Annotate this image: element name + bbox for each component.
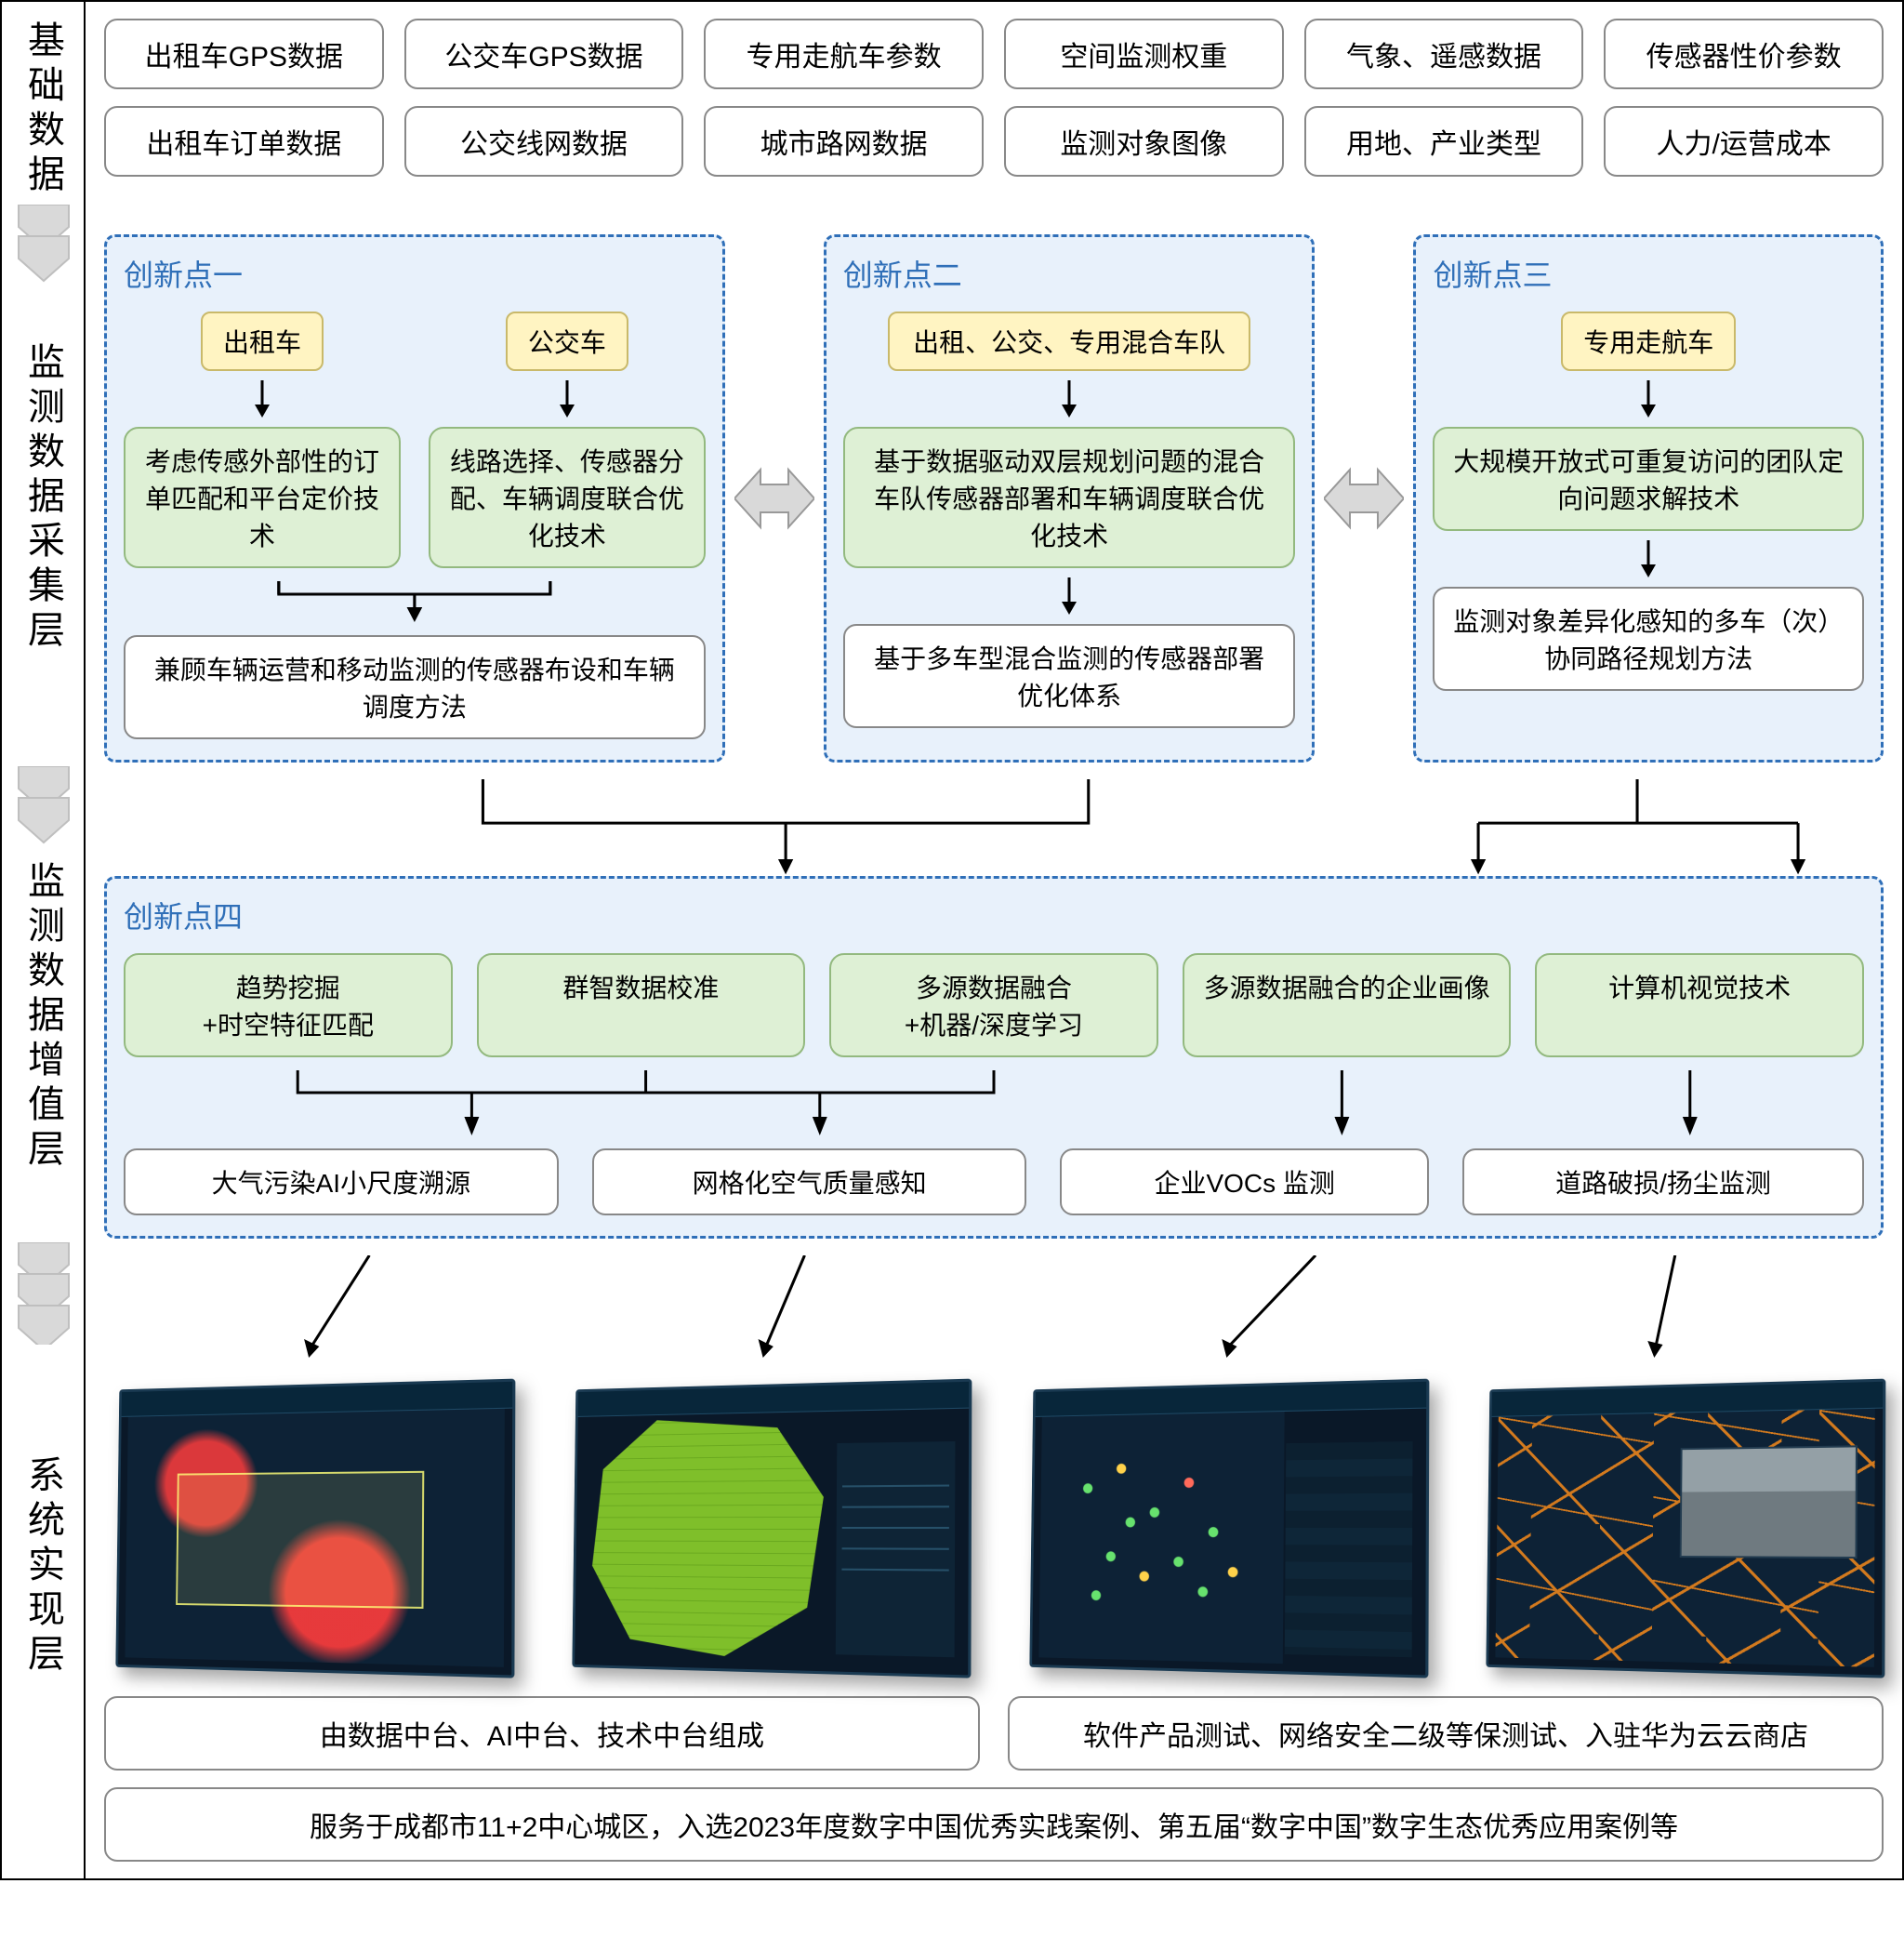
p4-white-0: 大气污染AI小尺度溯源 (124, 1148, 559, 1215)
layer-3-body: 创新点四 趋势挖掘 +时空特征匹配 群智数据校准 多源数据融合 +机器/深度学习… (86, 779, 1902, 1255)
layer-3-text: 监测数据增值层 (16, 861, 70, 1174)
layer-2-body: 创新点一 出租车 考虑传感外部性的订单匹配和平台定价技术 公交车 线路选择、传感… (86, 218, 1902, 779)
layer-3-row: 监测数据增值层 创新点四 趋势挖掘 +时空特征匹配 群智数据校准 多源数据融合 … (2, 779, 1902, 1255)
data-pill: 出租车GPS数据 (104, 19, 384, 89)
panel2-green: 基于数据驱动双层规划问题的混合车队传感器部署和车辆调度联合优化技术 (843, 427, 1296, 568)
p4-green-1: 群智数据校准 (477, 953, 806, 1057)
layer-1-body: 出租车GPS数据 公交车GPS数据 专用走航车参数 空间监测权重 气象、遥感数据… (86, 2, 1902, 218)
merge-arrow-icon (124, 581, 706, 622)
summary-right: 软件产品测试、网络安全二级等保测试、入驻华为云云商店 (1008, 1696, 1884, 1771)
data-pill-grid: 出租车GPS数据 公交车GPS数据 专用走航车参数 空间监测权重 气象、遥感数据… (104, 19, 1884, 177)
tag-mixed-fleet: 出租、公交、专用混合车队 (888, 312, 1250, 371)
layer-1-label: 基础数据 (2, 2, 86, 218)
data-pill: 专用走航车参数 (704, 19, 984, 89)
layer-1-text: 基础数据 (16, 20, 70, 199)
layer-4-row: 系统实现层 (2, 1255, 1902, 1878)
layer-4-body: 由数据中台、AI中台、技术中台组成 软件产品测试、网络安全二级等保测试、入驻华为… (86, 1255, 1902, 1878)
p4-green-0: 趋势挖掘 +时空特征匹配 (124, 953, 453, 1057)
layer-2-row: 监测数据采集层 创新点一 出租车 考虑传感外部性的订单匹配和平台定价技术 公交车 (2, 218, 1902, 779)
tag-taxi: 出租车 (201, 312, 324, 371)
innovation-panel-4: 创新点四 趋势挖掘 +时空特征匹配 群智数据校准 多源数据融合 +机器/深度学习… (104, 876, 1884, 1239)
data-pill: 公交线网数据 (404, 106, 684, 177)
chevron-down-icon (13, 1242, 74, 1345)
layer-3-label: 监测数据增值层 (2, 779, 86, 1255)
arrow-down-icon (1060, 380, 1078, 418)
summary-left: 由数据中台、AI中台、技术中台组成 (104, 1696, 980, 1771)
data-pill: 监测对象图像 (1004, 106, 1284, 177)
arrow-down-icon (1639, 540, 1658, 577)
layer-2-label: 监测数据采集层 (2, 218, 86, 779)
panel3-green: 大规模开放式可重复访问的团队定向问题求解技术 (1433, 427, 1864, 531)
p4-white-2: 企业VOCs 监测 (1060, 1148, 1428, 1215)
layer-4-text: 系统实现层 (16, 1455, 70, 1678)
p4-green-2: 多源数据融合 +机器/深度学习 (829, 953, 1158, 1057)
panel-2-title: 创新点二 (843, 252, 1296, 295)
arrow-down-icon (1639, 380, 1658, 418)
tag-bus: 公交车 (506, 312, 628, 371)
p4-white-1: 网格化空气质量感知 (592, 1148, 1027, 1215)
data-pill: 出租车订单数据 (104, 106, 384, 177)
bidir-arrow-1 (734, 234, 814, 763)
screenshot-grid-air-quality (573, 1379, 972, 1678)
p4-green-3: 多源数据融合的企业画像 (1183, 953, 1512, 1057)
innovation-panels-row: 创新点一 出租车 考虑传感外部性的订单匹配和平台定价技术 公交车 线路选择、传感… (104, 234, 1884, 763)
diagram-frame: 基础数据 出租车GPS数据 公交车GPS数据 专用走航车参数 空间监测权重 气象… (0, 0, 1904, 1880)
data-pill: 公交车GPS数据 (404, 19, 684, 89)
system-screenshots (104, 1384, 1884, 1672)
p4-connectors (124, 1070, 1864, 1135)
data-pill: 人力/运营成本 (1604, 106, 1884, 177)
summary-row: 由数据中台、AI中台、技术中台组成 软件产品测试、网络安全二级等保测试、入驻华为… (104, 1696, 1884, 1771)
arrow-down-icon (558, 380, 576, 418)
screenshot-pollution-source (115, 1379, 515, 1678)
arrow-down-icon (253, 380, 271, 418)
chevron-down-icon (13, 766, 74, 869)
screenshot-enterprise-vocs (1029, 1379, 1429, 1678)
innovation-panel-3: 创新点三 专用走航车 大规模开放式可重复访问的团队定向问题求解技术 监测对象差异… (1413, 234, 1884, 763)
bidir-arrow-2 (1324, 234, 1404, 763)
panel2-white: 基于多车型混合监测的传感器部署优化体系 (843, 624, 1296, 728)
panel3-white: 监测对象差异化感知的多车（次）协同路径规划方法 (1433, 587, 1864, 691)
layer-4-label: 系统实现层 (2, 1255, 86, 1878)
data-pill: 城市路网数据 (704, 106, 984, 177)
layer-2-text: 监测数据采集层 (16, 342, 70, 655)
data-pill: 气象、遥感数据 (1304, 19, 1584, 89)
arrow-down-icon (1060, 577, 1078, 615)
panel-1-title: 创新点一 (124, 252, 706, 295)
screenshot-road-damage (1486, 1379, 1885, 1678)
tag-dedicated-vehicle: 专用走航车 (1561, 312, 1736, 371)
data-pill: 用地、产业类型 (1304, 106, 1584, 177)
panel-3-title: 创新点三 (1433, 252, 1864, 295)
p4-white-3: 道路破损/扬尘监测 (1462, 1148, 1864, 1215)
p4-green-4: 计算机视觉技术 (1535, 953, 1864, 1057)
chevron-down-icon (13, 205, 74, 307)
data-pill: 空间监测权重 (1004, 19, 1284, 89)
panel1-green-a: 考虑传感外部性的订单匹配和平台定价技术 (124, 427, 401, 568)
panel1-white: 兼顾车辆运营和移动监测的传感器布设和车辆调度方法 (124, 635, 706, 739)
layer-1-row: 基础数据 出租车GPS数据 公交车GPS数据 专用走航车参数 空间监测权重 气象… (2, 2, 1902, 218)
summary-full: 服务于成都市11+2中心城区，入选2023年度数字中国优秀实践案例、第五届“数字… (104, 1787, 1884, 1862)
data-pill: 传感器性价参数 (1604, 19, 1884, 89)
panel-4-title: 创新点四 (124, 894, 1864, 936)
innovation-panel-2: 创新点二 出租、公交、专用混合车队 基于数据驱动双层规划问题的混合车队传感器部署… (824, 234, 1316, 763)
panel1-green-b: 线路选择、传感器分配、车辆调度联合优化技术 (429, 427, 706, 568)
innovation-panel-1: 创新点一 出租车 考虑传感外部性的订单匹配和平台定价技术 公交车 线路选择、传感… (104, 234, 725, 763)
